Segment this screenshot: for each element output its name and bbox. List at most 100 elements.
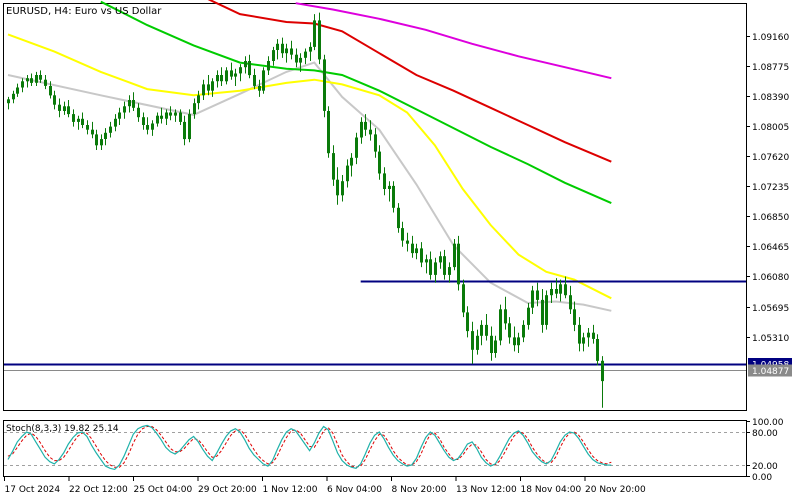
bullish-candle[interactable] (7, 99, 10, 104)
bearish-candle[interactable] (327, 111, 330, 154)
bearish-candle[interactable] (429, 259, 432, 275)
bullish-candle[interactable] (35, 75, 38, 83)
bearish-candle[interactable] (573, 309, 576, 325)
bullish-candle[interactable] (439, 256, 442, 263)
bearish-candle[interactable] (471, 331, 474, 350)
bullish-candle[interactable] (480, 324, 483, 336)
bullish-candle[interactable] (12, 93, 15, 100)
bullish-candle[interactable] (582, 337, 585, 344)
bearish-candle[interactable] (86, 125, 89, 130)
bullish-candle[interactable] (453, 243, 456, 268)
bearish-candle[interactable] (95, 134, 98, 146)
bullish-candle[interactable] (285, 48, 288, 54)
bearish-candle[interactable] (401, 228, 404, 241)
bearish-candle[interactable] (411, 243, 414, 254)
bearish-candle[interactable] (536, 290, 539, 300)
bearish-candle[interactable] (369, 129, 372, 135)
bullish-candle[interactable] (114, 118, 117, 127)
bullish-candle[interactable] (202, 84, 205, 96)
bearish-candle[interactable] (81, 118, 84, 125)
bullish-candle[interactable] (434, 262, 437, 275)
bullish-candle[interactable] (494, 340, 497, 354)
bearish-candle[interactable] (30, 78, 33, 83)
bearish-candle[interactable] (295, 54, 298, 63)
bearish-candle[interactable] (392, 185, 395, 208)
bearish-candle[interactable] (457, 243, 460, 285)
bullish-candle[interactable] (63, 106, 66, 111)
bearish-candle[interactable] (378, 151, 381, 174)
bearish-candle[interactable] (578, 324, 581, 344)
bearish-candle[interactable] (142, 117, 145, 125)
bearish-candle[interactable] (39, 75, 42, 80)
bullish-candle[interactable] (123, 106, 126, 113)
bullish-candle[interactable] (272, 50, 275, 61)
bearish-candle[interactable] (406, 240, 409, 244)
bullish-candle[interactable] (304, 51, 307, 58)
bullish-candle[interactable] (309, 46, 312, 52)
bullish-candle[interactable] (350, 157, 353, 166)
bearish-candle[interactable] (58, 104, 61, 111)
bullish-candle[interactable] (188, 114, 191, 140)
bearish-candle[interactable] (220, 75, 223, 82)
bearish-candle[interactable] (53, 95, 56, 105)
bearish-candle[interactable] (132, 100, 135, 108)
bullish-candle[interactable] (476, 335, 479, 350)
bullish-candle[interactable] (100, 139, 103, 146)
bullish-candle[interactable] (346, 165, 349, 182)
bullish-candle[interactable] (77, 118, 80, 122)
bullish-candle[interactable] (197, 95, 200, 104)
bearish-candle[interactable] (258, 86, 261, 91)
bullish-candle[interactable] (415, 248, 418, 254)
bullish-candle[interactable] (355, 137, 358, 158)
bullish-candle[interactable] (499, 309, 502, 341)
bullish-candle[interactable] (109, 126, 112, 133)
bullish-candle[interactable] (21, 81, 24, 88)
bearish-candle[interactable] (72, 114, 75, 122)
bearish-candle[interactable] (420, 248, 423, 263)
bullish-candle[interactable] (425, 259, 428, 263)
bullish-candle[interactable] (244, 61, 247, 68)
bullish-candle[interactable] (165, 112, 168, 119)
bullish-candle[interactable] (531, 290, 534, 308)
bearish-candle[interactable] (318, 20, 321, 60)
bearish-candle[interactable] (513, 337, 516, 346)
bullish-candle[interactable] (550, 289, 553, 296)
bearish-candle[interactable] (248, 61, 251, 76)
bearish-candle[interactable] (179, 112, 182, 122)
bullish-candle[interactable] (234, 73, 237, 77)
bullish-candle[interactable] (156, 115, 159, 124)
bullish-candle[interactable] (341, 181, 344, 196)
bullish-candle[interactable] (174, 112, 177, 116)
bearish-candle[interactable] (541, 299, 544, 325)
candles[interactable] (7, 12, 604, 408)
bullish-candle[interactable] (587, 332, 590, 338)
bullish-candle[interactable] (216, 75, 219, 82)
bullish-candle[interactable] (360, 121, 363, 138)
bearish-candle[interactable] (504, 309, 507, 324)
bearish-candle[interactable] (169, 112, 172, 116)
bearish-candle[interactable] (383, 173, 386, 189)
bullish-candle[interactable] (522, 324, 525, 338)
bearish-candle[interactable] (281, 43, 284, 54)
bearish-candle[interactable] (569, 295, 572, 310)
bullish-candle[interactable] (26, 78, 29, 82)
bearish-candle[interactable] (485, 324, 488, 336)
bearish-candle[interactable] (443, 256, 446, 275)
bearish-candle[interactable] (160, 115, 163, 119)
bullish-candle[interactable] (299, 57, 302, 63)
bullish-candle[interactable] (193, 103, 196, 115)
bearish-candle[interactable] (374, 134, 377, 152)
bearish-candle[interactable] (466, 312, 469, 332)
bearish-candle[interactable] (490, 335, 493, 353)
bearish-candle[interactable] (290, 48, 293, 55)
bearish-candle[interactable] (207, 84, 210, 91)
bullish-candle[interactable] (276, 43, 279, 50)
bearish-candle[interactable] (564, 284, 567, 296)
bearish-candle[interactable] (183, 121, 186, 140)
bearish-candle[interactable] (336, 179, 339, 196)
bearish-candle[interactable] (601, 360, 604, 382)
bearish-candle[interactable] (592, 332, 595, 339)
bearish-candle[interactable] (49, 86, 52, 96)
bearish-candle[interactable] (230, 70, 233, 77)
bullish-candle[interactable] (151, 123, 154, 130)
